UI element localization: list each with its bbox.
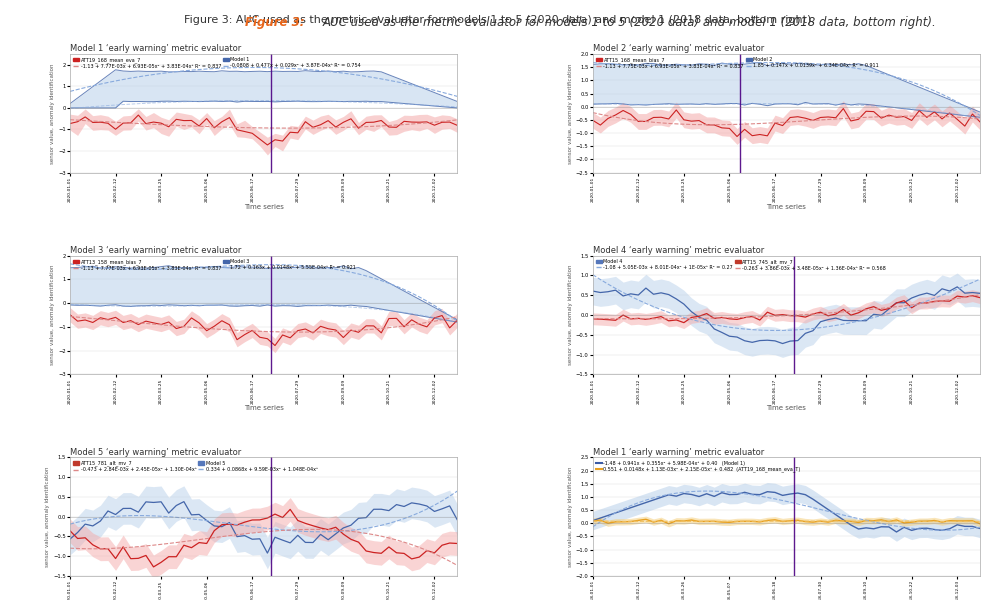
Text: Model 4 ‘early warning’ metric evaluator: Model 4 ‘early warning’ metric evaluator	[593, 246, 764, 255]
Y-axis label: sensor value, anomaly identification: sensor value, anomaly identification	[50, 265, 55, 365]
Text: Model 1 ‘early warning’ metric evaluator: Model 1 ‘early warning’ metric evaluator	[70, 44, 241, 53]
Y-axis label: sensor value, anomaly identification: sensor value, anomaly identification	[568, 63, 573, 164]
Y-axis label: sensor value, anomaly identification: sensor value, anomaly identification	[568, 265, 573, 365]
X-axis label: Time series: Time series	[244, 405, 284, 411]
Text: Model 1 ‘early warning’ metric evaluator: Model 1 ‘early warning’ metric evaluator	[593, 448, 764, 457]
Text: Model 5 ‘early warning’ metric evaluator: Model 5 ‘early warning’ metric evaluator	[70, 448, 241, 457]
X-axis label: Time series: Time series	[766, 203, 806, 209]
Legend: ATT19_168_mean_eva_7, -1.13 + 7.77E-03x + 6.93E-05x² + 3.83E-04x³ R² = 0.837, Mo: ATT19_168_mean_eva_7, -1.13 + 7.77E-03x …	[72, 56, 362, 70]
Text: Model 2 ‘early warning’ metric evaluator: Model 2 ‘early warning’ metric evaluator	[593, 44, 764, 53]
Legend: ATT15_781_alt_mv_7, -0.473 + 2.84E-03x + 2.45E-05x² + 1.30E-04x³, Model 5, 0.334: ATT15_781_alt_mv_7, -0.473 + 2.84E-03x +…	[72, 460, 319, 473]
X-axis label: Time series: Time series	[244, 203, 284, 209]
Text: Figure 3: AUC used as the metric evaluator for models 1 to 5 (2020 data) and mod: Figure 3: AUC used as the metric evaluat…	[184, 15, 816, 25]
Text: Figure 3:: Figure 3:	[245, 16, 304, 29]
Legend: -1.48 + 0.941x + 0.355x² + 5.98E-04x³ + 0.40   (Model 1), 0.551 + 0.0148x + 1.13: -1.48 + 0.941x + 0.355x² + 5.98E-04x³ + …	[595, 460, 802, 473]
Y-axis label: sensor value, anomaly identification: sensor value, anomaly identification	[568, 466, 573, 567]
Legend: ATT15_168_mean_bias_7, -1.13 + 7.75E-03x + 6.93E-05x² + 3.83E-04x³ R² = 0.837, M: ATT15_168_mean_bias_7, -1.13 + 7.75E-03x…	[595, 56, 880, 70]
X-axis label: Time series: Time series	[766, 405, 806, 411]
Y-axis label: sensor value, anomaly identification: sensor value, anomaly identification	[50, 63, 55, 164]
Text: AUC used as the metric evaluator for models 1 to 5 (2020 data) and model 1 (2018: AUC used as the metric evaluator for mod…	[323, 16, 937, 29]
Y-axis label: sensor value, anomaly identification: sensor value, anomaly identification	[45, 466, 50, 567]
Legend: Model 4, -1.08 + 5.05E-03x + 8.01E-04x² + 1E-05x³ R² = 0.27, ATT15_745_alt_mv_7,: Model 4, -1.08 + 5.05E-03x + 8.01E-04x² …	[595, 258, 887, 272]
Text: Model 3 ‘early warning’ metric evaluator: Model 3 ‘early warning’ metric evaluator	[70, 246, 241, 255]
Legend: ATT13_158_mean_bias_7, -1.13 + 7.77E-03x + 6.93E-05x² + 3.83E-04x³ R² = 0.837, M: ATT13_158_mean_bias_7, -1.13 + 7.77E-03x…	[72, 258, 357, 272]
